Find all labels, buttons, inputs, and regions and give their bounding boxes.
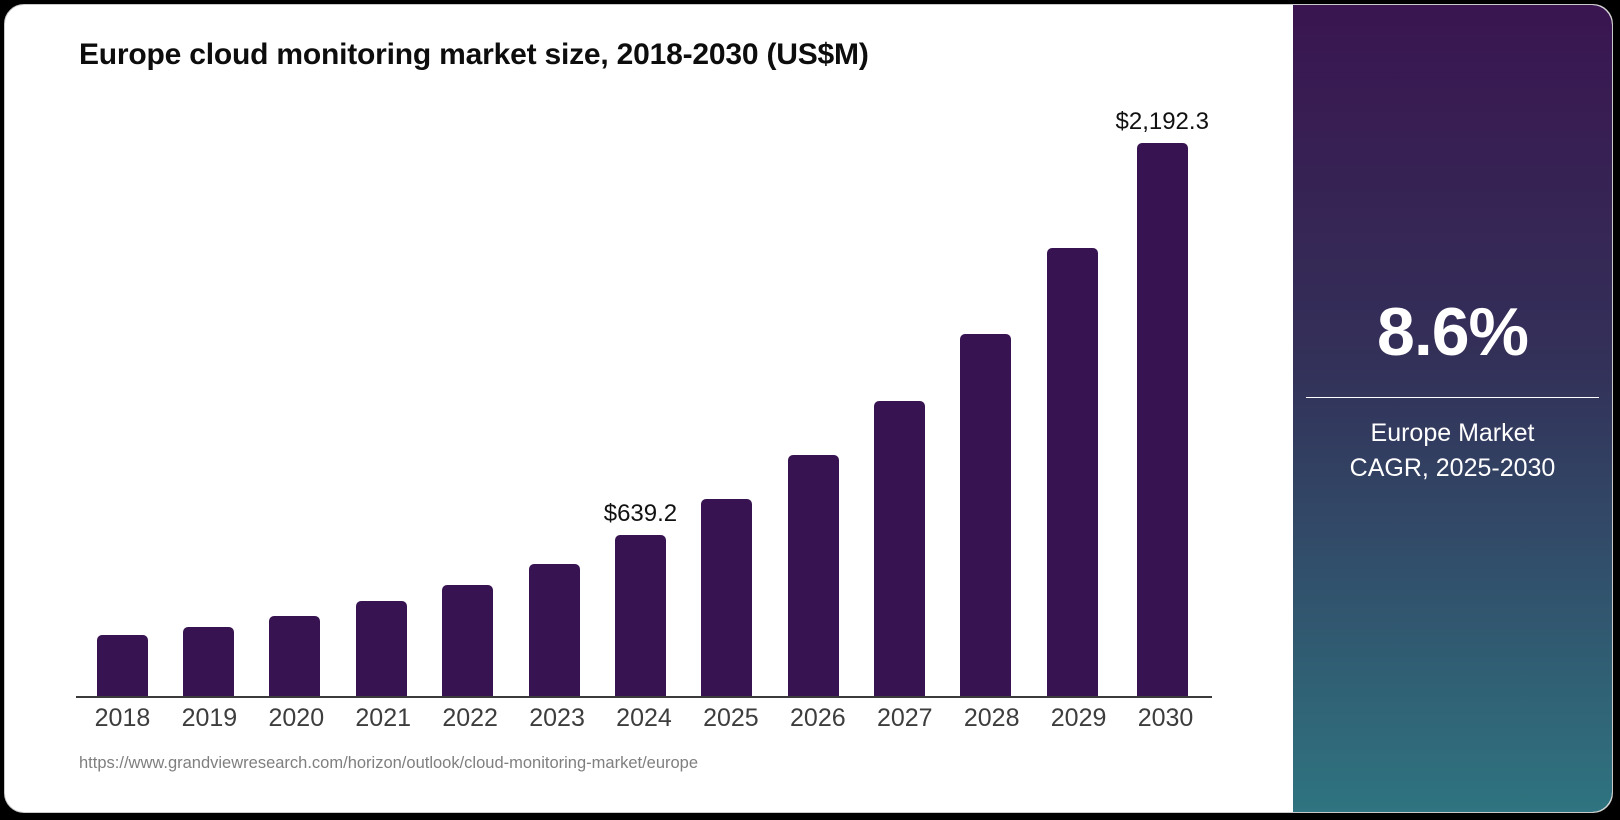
bar-2019 bbox=[183, 627, 235, 696]
bar-2022 bbox=[442, 585, 494, 696]
bar-value-label-2022 bbox=[464, 550, 471, 578]
source-url: https://www.grandviewresearch.com/horizo… bbox=[79, 754, 699, 772]
bar-2029 bbox=[1046, 248, 1098, 696]
bar-value-label-2028 bbox=[983, 299, 990, 327]
bar-2030 bbox=[1136, 143, 1188, 696]
chart-title: Europe cloud monitoring market size, 201… bbox=[79, 38, 869, 71]
sidebar-divider bbox=[1305, 397, 1600, 398]
bar-2027 bbox=[874, 401, 926, 696]
x-tick-2022: 2022 bbox=[442, 704, 498, 732]
bar-slot-2019 bbox=[165, 592, 251, 696]
cagr-sidebar: 8.6% Europe Market CAGR, 2025-2030 bbox=[1293, 5, 1612, 812]
bar-2028 bbox=[960, 334, 1012, 696]
x-tick-2018: 2018 bbox=[94, 704, 151, 732]
bar-value-label-2023 bbox=[551, 529, 558, 557]
bar-slot-2029 bbox=[1029, 213, 1115, 696]
x-tick-2021: 2021 bbox=[355, 704, 412, 732]
x-tick-2028: 2028 bbox=[963, 704, 1020, 732]
x-tick-2019: 2019 bbox=[181, 704, 238, 732]
x-axis-line bbox=[76, 696, 1212, 698]
bar-slot-2020 bbox=[252, 581, 338, 696]
x-tick-2026: 2026 bbox=[790, 704, 846, 732]
x-tick-2029: 2029 bbox=[1050, 704, 1107, 732]
bar-2021 bbox=[355, 601, 407, 696]
chart-card: Europe cloud monitoring market size, 201… bbox=[4, 4, 1613, 813]
bars-row: $639.2 $2,192.3 bbox=[79, 108, 1209, 696]
bar-2026 bbox=[787, 455, 839, 696]
cagr-value: 8.6% bbox=[1377, 294, 1529, 370]
bar-value-label-2024: $639.2 bbox=[603, 500, 678, 527]
bar-value-label-2030: $2,192.3 bbox=[1115, 108, 1209, 135]
bar-slot-2030: $2,192.3 bbox=[1116, 108, 1209, 696]
bar-value-label-2027 bbox=[896, 366, 903, 394]
x-tick-2020: 2020 bbox=[268, 704, 325, 732]
bar-slot-2027 bbox=[856, 366, 942, 696]
x-tick-2025: 2025 bbox=[703, 704, 759, 732]
x-tick-2024: 2024 bbox=[616, 704, 672, 732]
x-tick-2027: 2027 bbox=[876, 704, 933, 732]
bar-slot-2022 bbox=[425, 550, 511, 696]
bar-slot-2028 bbox=[943, 299, 1029, 696]
bar-slot-2025 bbox=[684, 464, 770, 696]
cagr-caption-line2: CAGR, 2025-2030 bbox=[1349, 454, 1556, 482]
x-tick-2030: 2030 bbox=[1137, 704, 1194, 732]
bar-value-label-2021 bbox=[378, 566, 385, 594]
bar-2024 bbox=[614, 535, 666, 696]
x-axis-labels: 2018 2019 2020 2021 2022 2023 2024 2025 2026 2027… bbox=[79, 704, 1209, 733]
bar-slot-2023 bbox=[511, 529, 597, 696]
bar-2025 bbox=[701, 499, 753, 696]
bar-value-label-2029 bbox=[1069, 213, 1076, 241]
x-tick-2023: 2023 bbox=[529, 704, 585, 732]
bar-value-label-2026 bbox=[810, 420, 817, 448]
bar-slot-2018 bbox=[79, 600, 165, 696]
bar-2020 bbox=[269, 616, 321, 696]
bar-slot-2021 bbox=[338, 566, 424, 696]
bar-2023 bbox=[528, 564, 580, 696]
bar-value-label-2018 bbox=[119, 600, 126, 628]
bar-2018 bbox=[96, 635, 148, 696]
bar-value-label-2025 bbox=[723, 464, 730, 492]
bar-value-label-2020 bbox=[292, 581, 299, 609]
bar-value-label-2019 bbox=[205, 592, 212, 620]
bar-slot-2026 bbox=[770, 420, 856, 696]
bar-slot-2024: $639.2 bbox=[597, 500, 683, 696]
cagr-caption-line1: Europe Market bbox=[1370, 419, 1535, 447]
